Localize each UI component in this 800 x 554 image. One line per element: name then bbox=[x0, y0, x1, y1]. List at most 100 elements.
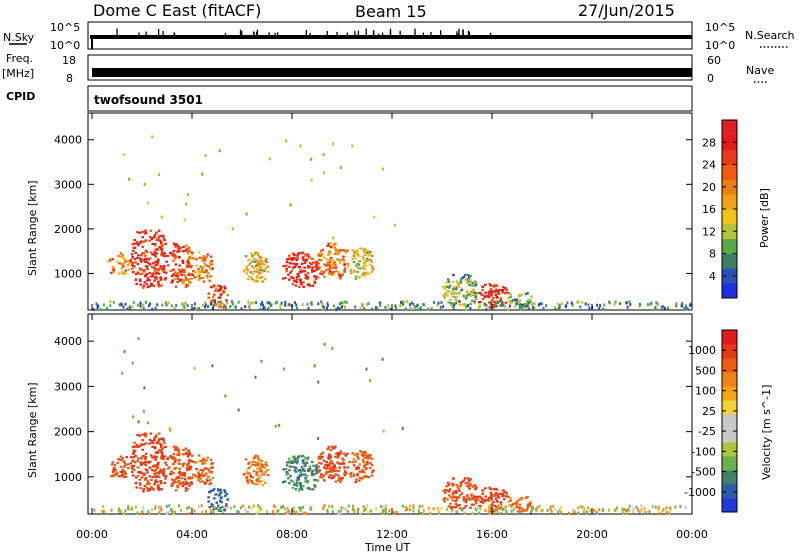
power-echo-cell bbox=[187, 261, 190, 264]
velocity-echo-cell bbox=[464, 505, 468, 508]
power-echo-cell bbox=[334, 266, 338, 269]
velocity-echo-cell bbox=[460, 492, 464, 495]
power-echo-cell bbox=[455, 296, 458, 299]
power-clutter-cell bbox=[343, 300, 346, 304]
power-echo-cell bbox=[136, 271, 140, 274]
velocity-echo-cell bbox=[124, 472, 127, 476]
nave-tick-low: 0 bbox=[707, 72, 714, 85]
power-echo-cell bbox=[447, 286, 451, 289]
velocity-clutter-cell bbox=[437, 509, 440, 513]
velocity-echo-cell bbox=[513, 502, 517, 505]
power-echo-cell bbox=[151, 253, 154, 256]
power-echo-cell bbox=[251, 272, 255, 276]
velocity-echo-cell bbox=[248, 461, 251, 464]
velocity-echo-cell bbox=[125, 456, 128, 459]
velocity-clutter-cell bbox=[668, 506, 671, 510]
nave-tick-high: 60 bbox=[707, 54, 721, 67]
velocity-echo-cell bbox=[261, 473, 264, 476]
velocity-clutter-cell bbox=[209, 508, 212, 512]
power-clutter-cell bbox=[654, 305, 657, 309]
power-echo-cell bbox=[296, 272, 300, 276]
velocity-echo-cell bbox=[451, 484, 455, 487]
velocity-clutter-cell bbox=[272, 504, 275, 508]
power-echo-cell bbox=[180, 273, 184, 276]
power-echo-cell bbox=[453, 286, 456, 289]
power-colorbar-swatch bbox=[722, 179, 737, 195]
power-echo-cell bbox=[154, 248, 158, 251]
power-clutter-cell bbox=[453, 303, 456, 307]
power-clutter-cell bbox=[463, 303, 466, 307]
power-echo-cell bbox=[152, 272, 156, 275]
power-echo-cell bbox=[145, 273, 149, 276]
velocity-echo-cell bbox=[153, 439, 156, 442]
power-echo-cell bbox=[332, 272, 336, 275]
power-echo-cell bbox=[112, 269, 115, 272]
power-echo-cell bbox=[260, 256, 263, 259]
power-sparse-cell bbox=[373, 215, 376, 219]
velocity-echo-cell bbox=[455, 491, 458, 495]
velocity-colorbar-label: 25 bbox=[702, 405, 716, 418]
power-echo-cell bbox=[489, 284, 493, 287]
power-echo-cell bbox=[198, 256, 202, 259]
velocity-echo-cell bbox=[464, 501, 468, 504]
power-echo-cell bbox=[297, 252, 301, 255]
power-colorbar-swatch bbox=[722, 149, 737, 165]
velocity-echo-cell bbox=[139, 483, 142, 486]
power-echo-cell bbox=[174, 255, 177, 258]
velocity-echo-cell bbox=[157, 484, 160, 487]
velocity-clutter-cell bbox=[288, 509, 291, 513]
power-echo-cell bbox=[501, 291, 504, 294]
power-echo-cell bbox=[467, 276, 471, 279]
velocity-echo-cell bbox=[171, 483, 174, 486]
velocity-echo-cell bbox=[206, 480, 209, 483]
velocity-sparse-cell bbox=[313, 364, 316, 368]
velocity-echo-cell bbox=[134, 445, 137, 448]
velocity-echo-cell bbox=[136, 459, 139, 463]
power-clutter-cell bbox=[367, 302, 370, 306]
velocity-echo-cell bbox=[197, 471, 200, 474]
power-clutter-cell bbox=[309, 301, 312, 305]
velocity-echo-cell bbox=[245, 475, 249, 479]
power-echo-cell bbox=[160, 254, 163, 257]
velocity-echo-cell bbox=[144, 464, 148, 467]
power-echo-cell bbox=[526, 300, 530, 303]
velocity-ytick-label: 2000 bbox=[54, 426, 82, 439]
power-echo-cell bbox=[456, 301, 459, 304]
power-echo-cell bbox=[159, 265, 163, 268]
cpid-program: twofsound 3501 bbox=[94, 93, 203, 107]
velocity-echo-cell bbox=[159, 437, 163, 440]
power-echo-cell bbox=[256, 267, 259, 270]
velocity-colorbar-label: 100 bbox=[695, 385, 716, 398]
power-clutter-cell bbox=[507, 307, 510, 311]
power-echo-cell bbox=[256, 274, 260, 277]
velocity-echo-cell bbox=[137, 471, 140, 474]
power-ylabel: Slant Range [km] bbox=[26, 180, 39, 276]
power-sparse-cell bbox=[143, 182, 146, 186]
velocity-echo-cell bbox=[367, 455, 370, 458]
power-clutter-cell bbox=[132, 301, 135, 304]
power-echo-cell bbox=[358, 267, 362, 270]
power-echo-cell bbox=[360, 267, 364, 270]
power-echo-cell bbox=[306, 253, 310, 256]
velocity-echo-cell bbox=[219, 492, 222, 495]
velocity-echo-cell bbox=[337, 479, 340, 482]
power-echo-cell bbox=[356, 250, 359, 253]
velocity-echo-cell bbox=[311, 460, 314, 464]
velocity-colorbar-swatch bbox=[722, 344, 737, 359]
velocity-echo-cell bbox=[336, 451, 340, 455]
power-clutter-cell bbox=[337, 307, 340, 311]
velocity-echo-cell bbox=[203, 462, 207, 465]
power-clutter-cell bbox=[379, 301, 382, 305]
velocity-clutter-cell bbox=[258, 506, 261, 510]
velocity-sparse-cell bbox=[121, 371, 124, 375]
velocity-echo-cell bbox=[144, 457, 147, 461]
power-echo-cell bbox=[214, 287, 218, 290]
velocity-clutter-cell bbox=[173, 511, 175, 515]
power-echo-cell bbox=[465, 291, 469, 294]
power-echo-cell bbox=[339, 274, 342, 278]
power-clutter-cell bbox=[570, 301, 573, 305]
velocity-echo-cell bbox=[162, 439, 165, 442]
velocity-echo-cell bbox=[290, 479, 293, 482]
power-echo-cell bbox=[170, 281, 173, 284]
power-clutter-cell bbox=[226, 301, 229, 305]
